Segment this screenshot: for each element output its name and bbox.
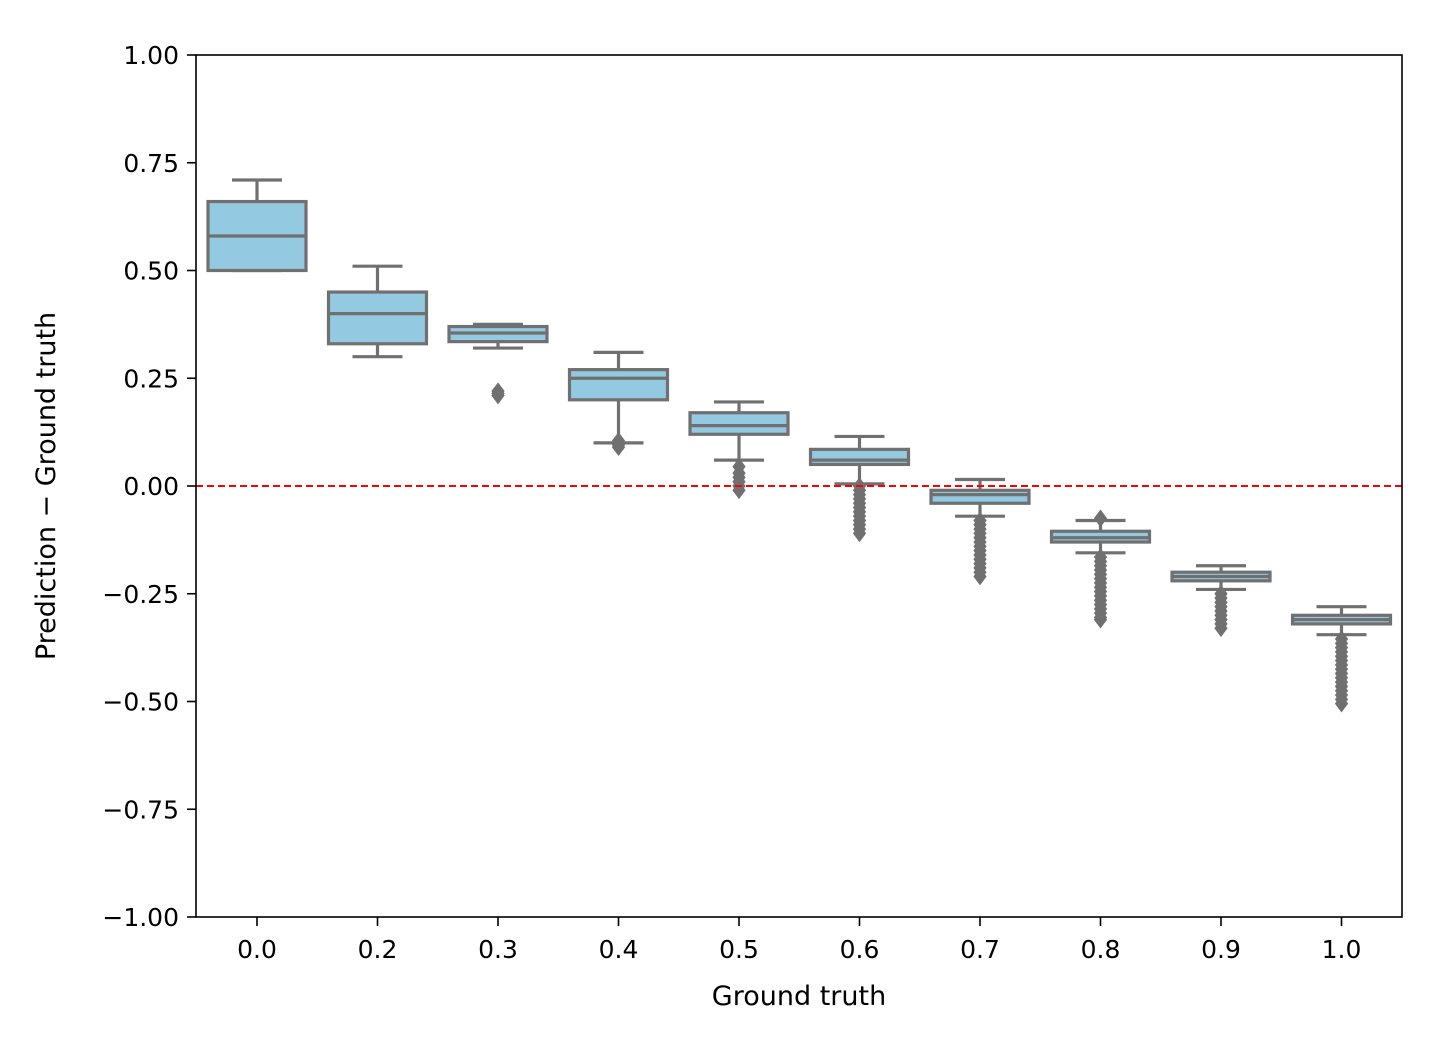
y-tick-label: 0.50 bbox=[123, 257, 179, 286]
box-group-0.6 bbox=[808, 434, 911, 543]
box-group-0.4 bbox=[567, 350, 670, 457]
y-tick-label: 0.00 bbox=[123, 472, 179, 501]
x-axis-label: Ground truth bbox=[712, 981, 886, 1012]
x-tick-label: 0.7 bbox=[960, 935, 1000, 964]
outlier-marker bbox=[491, 382, 505, 401]
box-iqr bbox=[808, 447, 911, 467]
box-group-0.5 bbox=[688, 400, 790, 500]
box-group-0.0 bbox=[206, 178, 308, 273]
outlier-marker bbox=[1093, 610, 1108, 629]
box-group-0.7 bbox=[929, 477, 1031, 586]
box-iqr bbox=[929, 488, 1031, 505]
box-iqr bbox=[326, 290, 429, 346]
x-tick-label: 0.5 bbox=[719, 935, 759, 964]
box-group-1.0 bbox=[1290, 605, 1393, 713]
x-tick-label: 0.6 bbox=[840, 935, 880, 964]
outlier-marker bbox=[1334, 694, 1349, 713]
outlier-marker bbox=[1093, 509, 1108, 528]
box-group-0.8 bbox=[1049, 509, 1152, 629]
outlier-marker bbox=[852, 524, 867, 543]
x-tick-label: 1.0 bbox=[1322, 935, 1362, 964]
x-axis: 0.0 0.2 0.3 0.4 0.5 0.6 0.7 0.8 0.9 1.0 bbox=[237, 917, 1361, 964]
y-tick-label: −0.50 bbox=[102, 688, 179, 717]
outlier-marker bbox=[1214, 619, 1228, 638]
y-tick-label: −1.00 bbox=[102, 903, 179, 932]
x-tick-label: 0.0 bbox=[237, 935, 277, 964]
box-group-0.3 bbox=[447, 322, 549, 405]
box-group-0.2 bbox=[326, 264, 429, 359]
y-tick-label: 0.25 bbox=[123, 364, 179, 393]
y-tick-label: −0.75 bbox=[102, 795, 179, 824]
y-axis-label: Prediction − Ground truth bbox=[31, 312, 62, 660]
x-tick-label: 0.4 bbox=[599, 935, 639, 964]
x-tick-label: 0.3 bbox=[478, 935, 518, 964]
y-tick-label: −0.25 bbox=[102, 580, 179, 609]
outlier-marker bbox=[611, 431, 626, 450]
x-tick-label: 0.9 bbox=[1201, 935, 1241, 964]
y-axis: 1.00 0.75 0.50 0.25 0.00 −0.25 −0.50 −0.75 −1.00 bbox=[102, 41, 196, 932]
x-tick-label: 0.8 bbox=[1081, 935, 1121, 964]
outlier-marker bbox=[973, 567, 987, 586]
plot-area bbox=[196, 178, 1402, 713]
y-tick-label: 0.75 bbox=[123, 149, 179, 178]
x-tick-label: 0.2 bbox=[358, 935, 398, 964]
y-tick-label: 1.00 bbox=[123, 41, 179, 70]
box-iqr bbox=[688, 411, 790, 436]
box-iqr bbox=[567, 368, 670, 402]
box-group-0.9 bbox=[1170, 564, 1272, 638]
